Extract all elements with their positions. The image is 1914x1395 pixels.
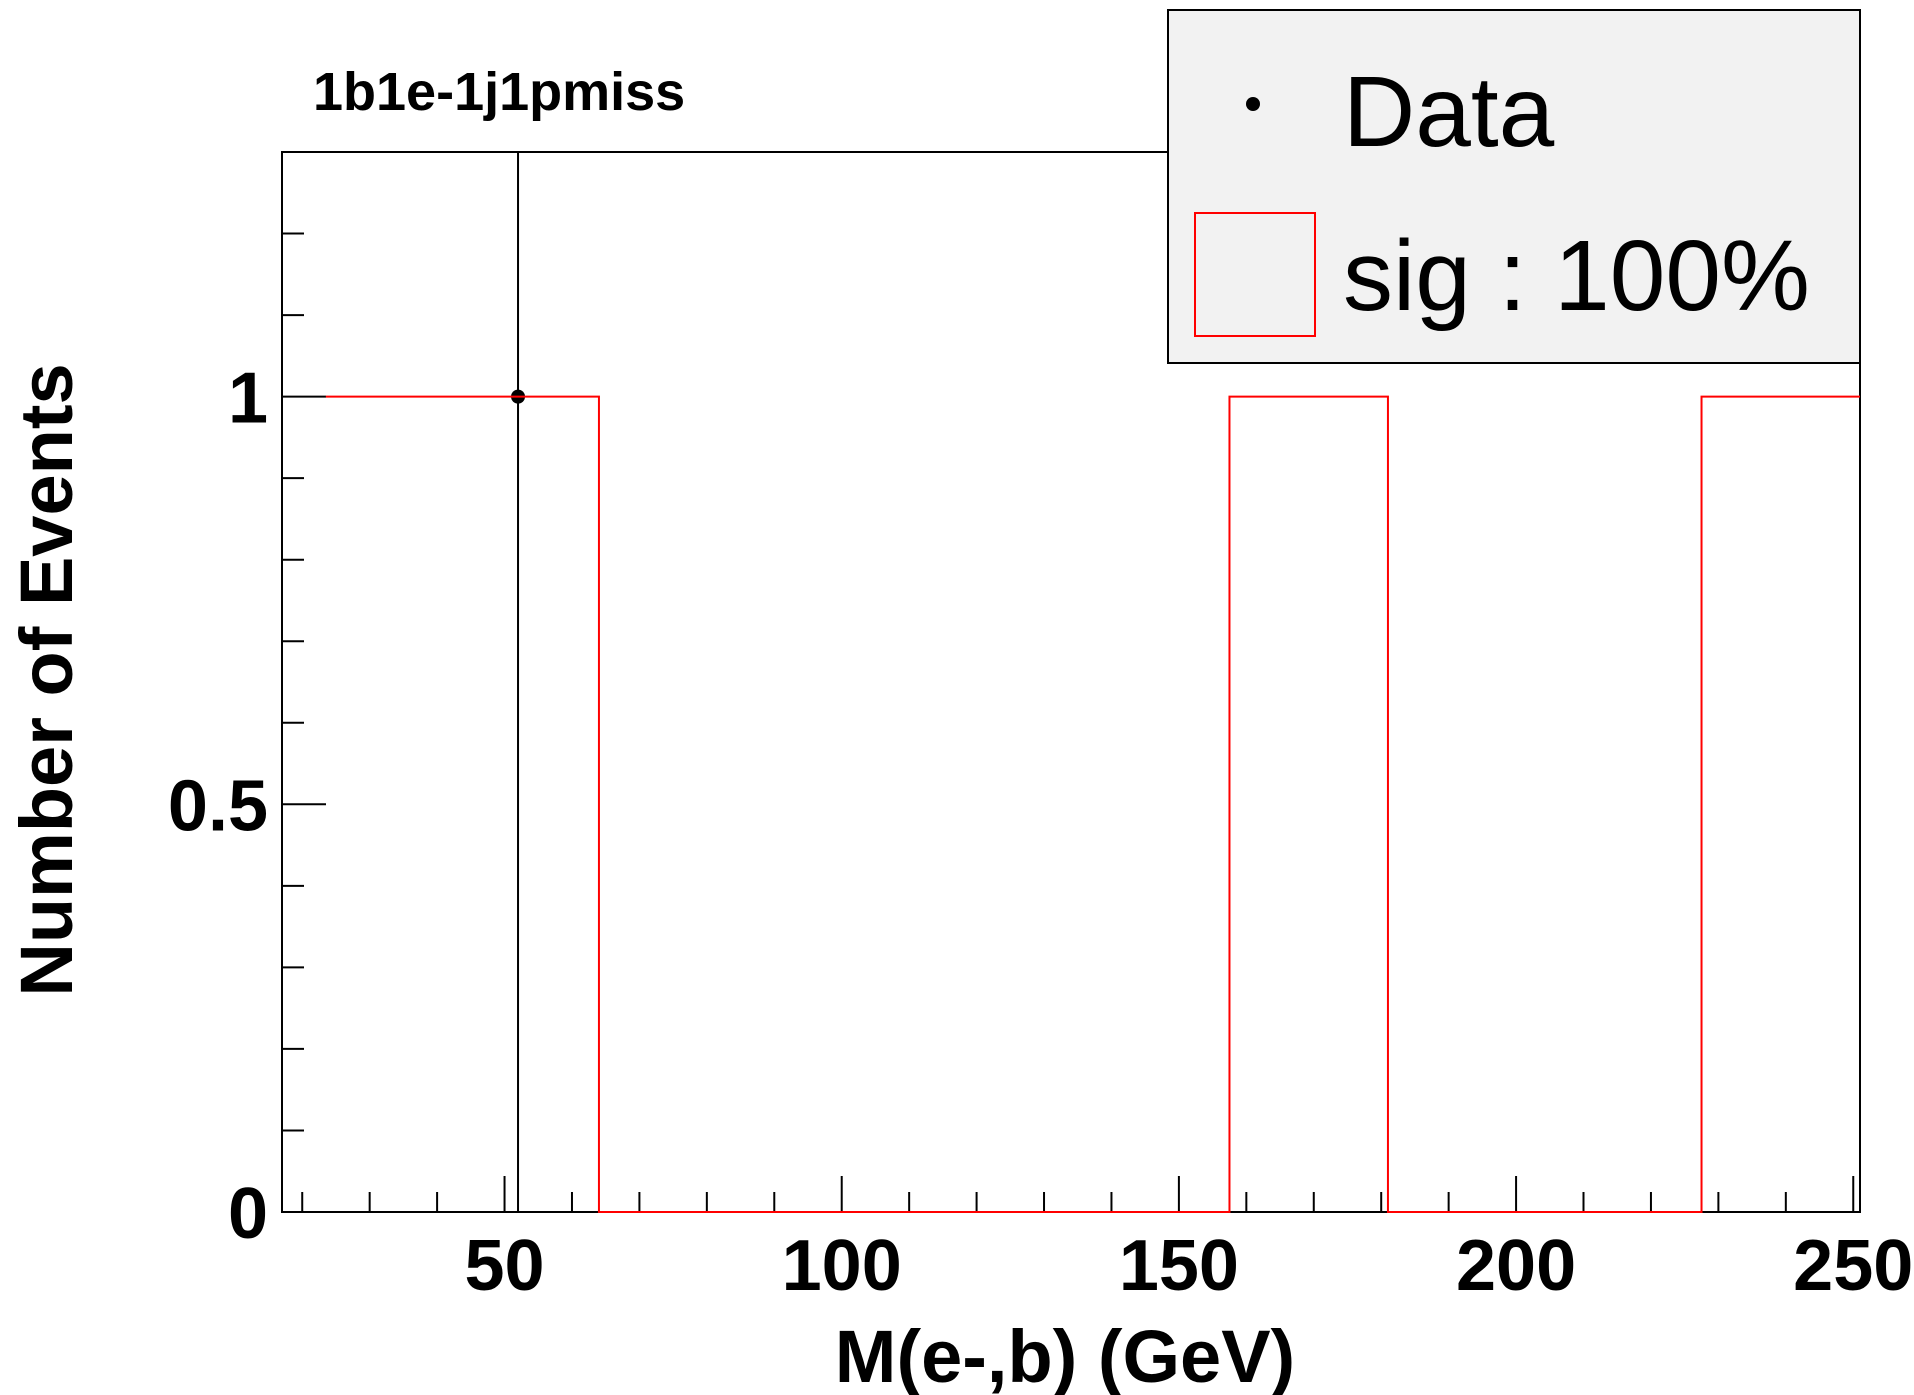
- y-axis-ticks: 00.51: [168, 151, 326, 1254]
- x-tick-label: 250: [1793, 1226, 1913, 1306]
- legend-sig-label: sig : 100%: [1343, 220, 1810, 332]
- y-tick-label: 1: [228, 359, 268, 439]
- y-axis-title: Number of Events: [5, 363, 88, 996]
- legend-data-label: Data: [1343, 56, 1555, 168]
- x-tick-label: 100: [782, 1226, 902, 1306]
- plot-title: 1b1e-1j1pmiss: [313, 62, 685, 122]
- legend-data-marker: [1246, 97, 1260, 111]
- y-tick-label: 0.5: [168, 766, 268, 846]
- series-layer: [325, 152, 1860, 1213]
- sig-histogram-line: [325, 395, 1860, 1213]
- legend: Data sig : 100%: [1167, 9, 1861, 364]
- legend-box: [1167, 9, 1861, 364]
- x-axis-ticks: 50 100 150 200 250: [301, 1176, 1913, 1306]
- x-tick-label: 150: [1119, 1226, 1239, 1306]
- x-tick-label: 50: [464, 1226, 544, 1306]
- x-axis-title: M(e-,b) (GeV): [835, 1315, 1295, 1395]
- x-tick-label: 200: [1456, 1226, 1576, 1306]
- legend-sig-swatch: [1194, 212, 1316, 337]
- y-tick-label: 0: [228, 1174, 268, 1254]
